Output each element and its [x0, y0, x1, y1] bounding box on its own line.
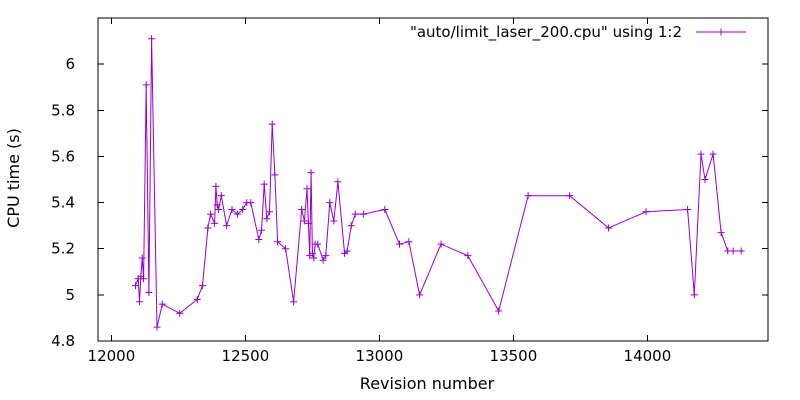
data-point [729, 247, 737, 255]
data-point [193, 295, 201, 303]
x-axis: 12000 12500 13000 13500 14000 [88, 18, 672, 365]
data-point [233, 210, 241, 218]
plot-frame [97, 17, 769, 342]
data-point [215, 205, 223, 213]
data-point [709, 150, 717, 158]
data-point [381, 205, 389, 213]
data-point [260, 180, 268, 188]
y-axis-label: CPU time (s) [4, 128, 23, 228]
data-point [217, 192, 225, 200]
y-tick-label: 5.8 [51, 101, 75, 119]
data-point [223, 222, 231, 230]
data-point [176, 309, 184, 317]
data-point [351, 210, 359, 218]
data-point [605, 224, 613, 232]
legend: "auto/limit_laser_200.cpu" using 1:2 [410, 23, 746, 42]
data-point [257, 226, 265, 234]
data-point [138, 254, 146, 262]
x-tick-label: 13500 [490, 347, 538, 365]
data-point [684, 205, 692, 213]
data-point [140, 275, 148, 283]
data-point [319, 256, 327, 264]
y-axis: 4.8 5 5.2 5.4 5.6 5.8 6 [51, 55, 768, 350]
legend-marker-symbol [717, 28, 725, 36]
plot-area [97, 17, 769, 342]
data-point [343, 247, 351, 255]
data-point [416, 291, 424, 299]
data-point [330, 217, 338, 225]
data-point [310, 254, 318, 262]
data-point [322, 252, 330, 260]
data-point [642, 208, 650, 216]
data-point [239, 205, 247, 213]
series-layer [132, 35, 745, 331]
x-axis-label: Revision number [360, 374, 495, 393]
data-point [282, 245, 290, 253]
data-point [308, 249, 316, 257]
data-point [300, 217, 308, 225]
data-point [303, 185, 311, 193]
data-point [396, 240, 403, 248]
data-point [690, 291, 698, 299]
data-point [566, 192, 574, 200]
y-tick-label: 6 [65, 55, 75, 73]
data-point [158, 300, 166, 308]
data-point [266, 208, 274, 216]
data-point [132, 282, 140, 290]
x-tick-label: 14000 [624, 347, 672, 365]
data-point [314, 240, 322, 248]
data-point [212, 182, 220, 190]
data-point [263, 215, 271, 223]
data-point [255, 235, 263, 243]
data-point [207, 210, 215, 218]
legend-label: "auto/limit_laser_200.cpu" using 1:2 [410, 23, 682, 42]
x-tick-label: 12000 [88, 347, 136, 365]
data-point [347, 222, 355, 230]
x-tick-label: 12500 [222, 347, 270, 365]
data-point [701, 176, 709, 183]
data-point [204, 224, 212, 232]
data-point [334, 178, 342, 186]
data-point [717, 229, 725, 237]
data-point [136, 298, 144, 306]
data-point [359, 210, 367, 218]
data-point [153, 323, 161, 331]
data-point [437, 240, 445, 248]
data-point [524, 192, 532, 200]
y-tick-label: 4.8 [51, 332, 75, 350]
data-point [737, 247, 745, 255]
data-point [268, 120, 276, 128]
data-point [271, 171, 279, 179]
data-point [298, 205, 306, 213]
y-tick-label: 5.6 [51, 147, 75, 165]
series-line [135, 38, 742, 328]
y-tick-label: 5 [65, 286, 75, 304]
data-point [326, 199, 334, 207]
y-tick-label: 5.4 [51, 194, 75, 212]
data-point [228, 205, 236, 213]
data-point [211, 219, 219, 227]
data-point [464, 252, 472, 260]
y-tick-label: 5.2 [51, 240, 75, 258]
data-point [145, 289, 153, 297]
data-point [304, 219, 312, 227]
legend-marker [717, 28, 725, 36]
data-point [274, 238, 282, 246]
data-point [247, 199, 255, 207]
data-point [495, 307, 503, 315]
data-point [142, 81, 150, 89]
data-point [405, 238, 413, 246]
data-point [148, 35, 156, 43]
data-point [213, 201, 221, 209]
data-point [697, 150, 705, 158]
data-point [307, 169, 315, 177]
data-point [199, 282, 207, 290]
x-tick-label: 13000 [356, 347, 404, 365]
data-point [290, 298, 298, 306]
